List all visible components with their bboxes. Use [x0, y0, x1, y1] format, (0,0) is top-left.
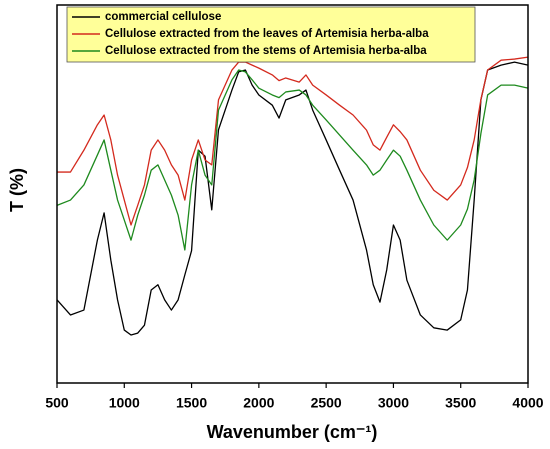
- legend-label: Cellulose extracted from the stems of Ar…: [105, 45, 427, 57]
- legend-box: [66, 6, 476, 63]
- x-tick-label: 2500: [311, 395, 342, 411]
- y-axis-label: T (%): [7, 168, 27, 212]
- plot-frame: [56, 4, 529, 384]
- x-tick-label: 500: [45, 395, 69, 411]
- x-tick-label: 4000: [512, 395, 543, 411]
- x-tick-label: 3000: [378, 395, 409, 411]
- series-line: [56, 69, 529, 251]
- x-tick-label: 2000: [243, 395, 274, 411]
- x-axis-label: Wavenumber (cm⁻¹): [207, 422, 378, 442]
- legend-label: Cellulose extracted from the leaves of A…: [105, 28, 429, 40]
- x-tick-label: 1500: [176, 395, 207, 411]
- series-line: [56, 61, 529, 336]
- series-line: [57, 56, 529, 226]
- legend-label: commercial cellulose: [105, 11, 221, 23]
- x-tick-label: 1000: [109, 395, 140, 411]
- x-tick-label: 3500: [445, 395, 476, 411]
